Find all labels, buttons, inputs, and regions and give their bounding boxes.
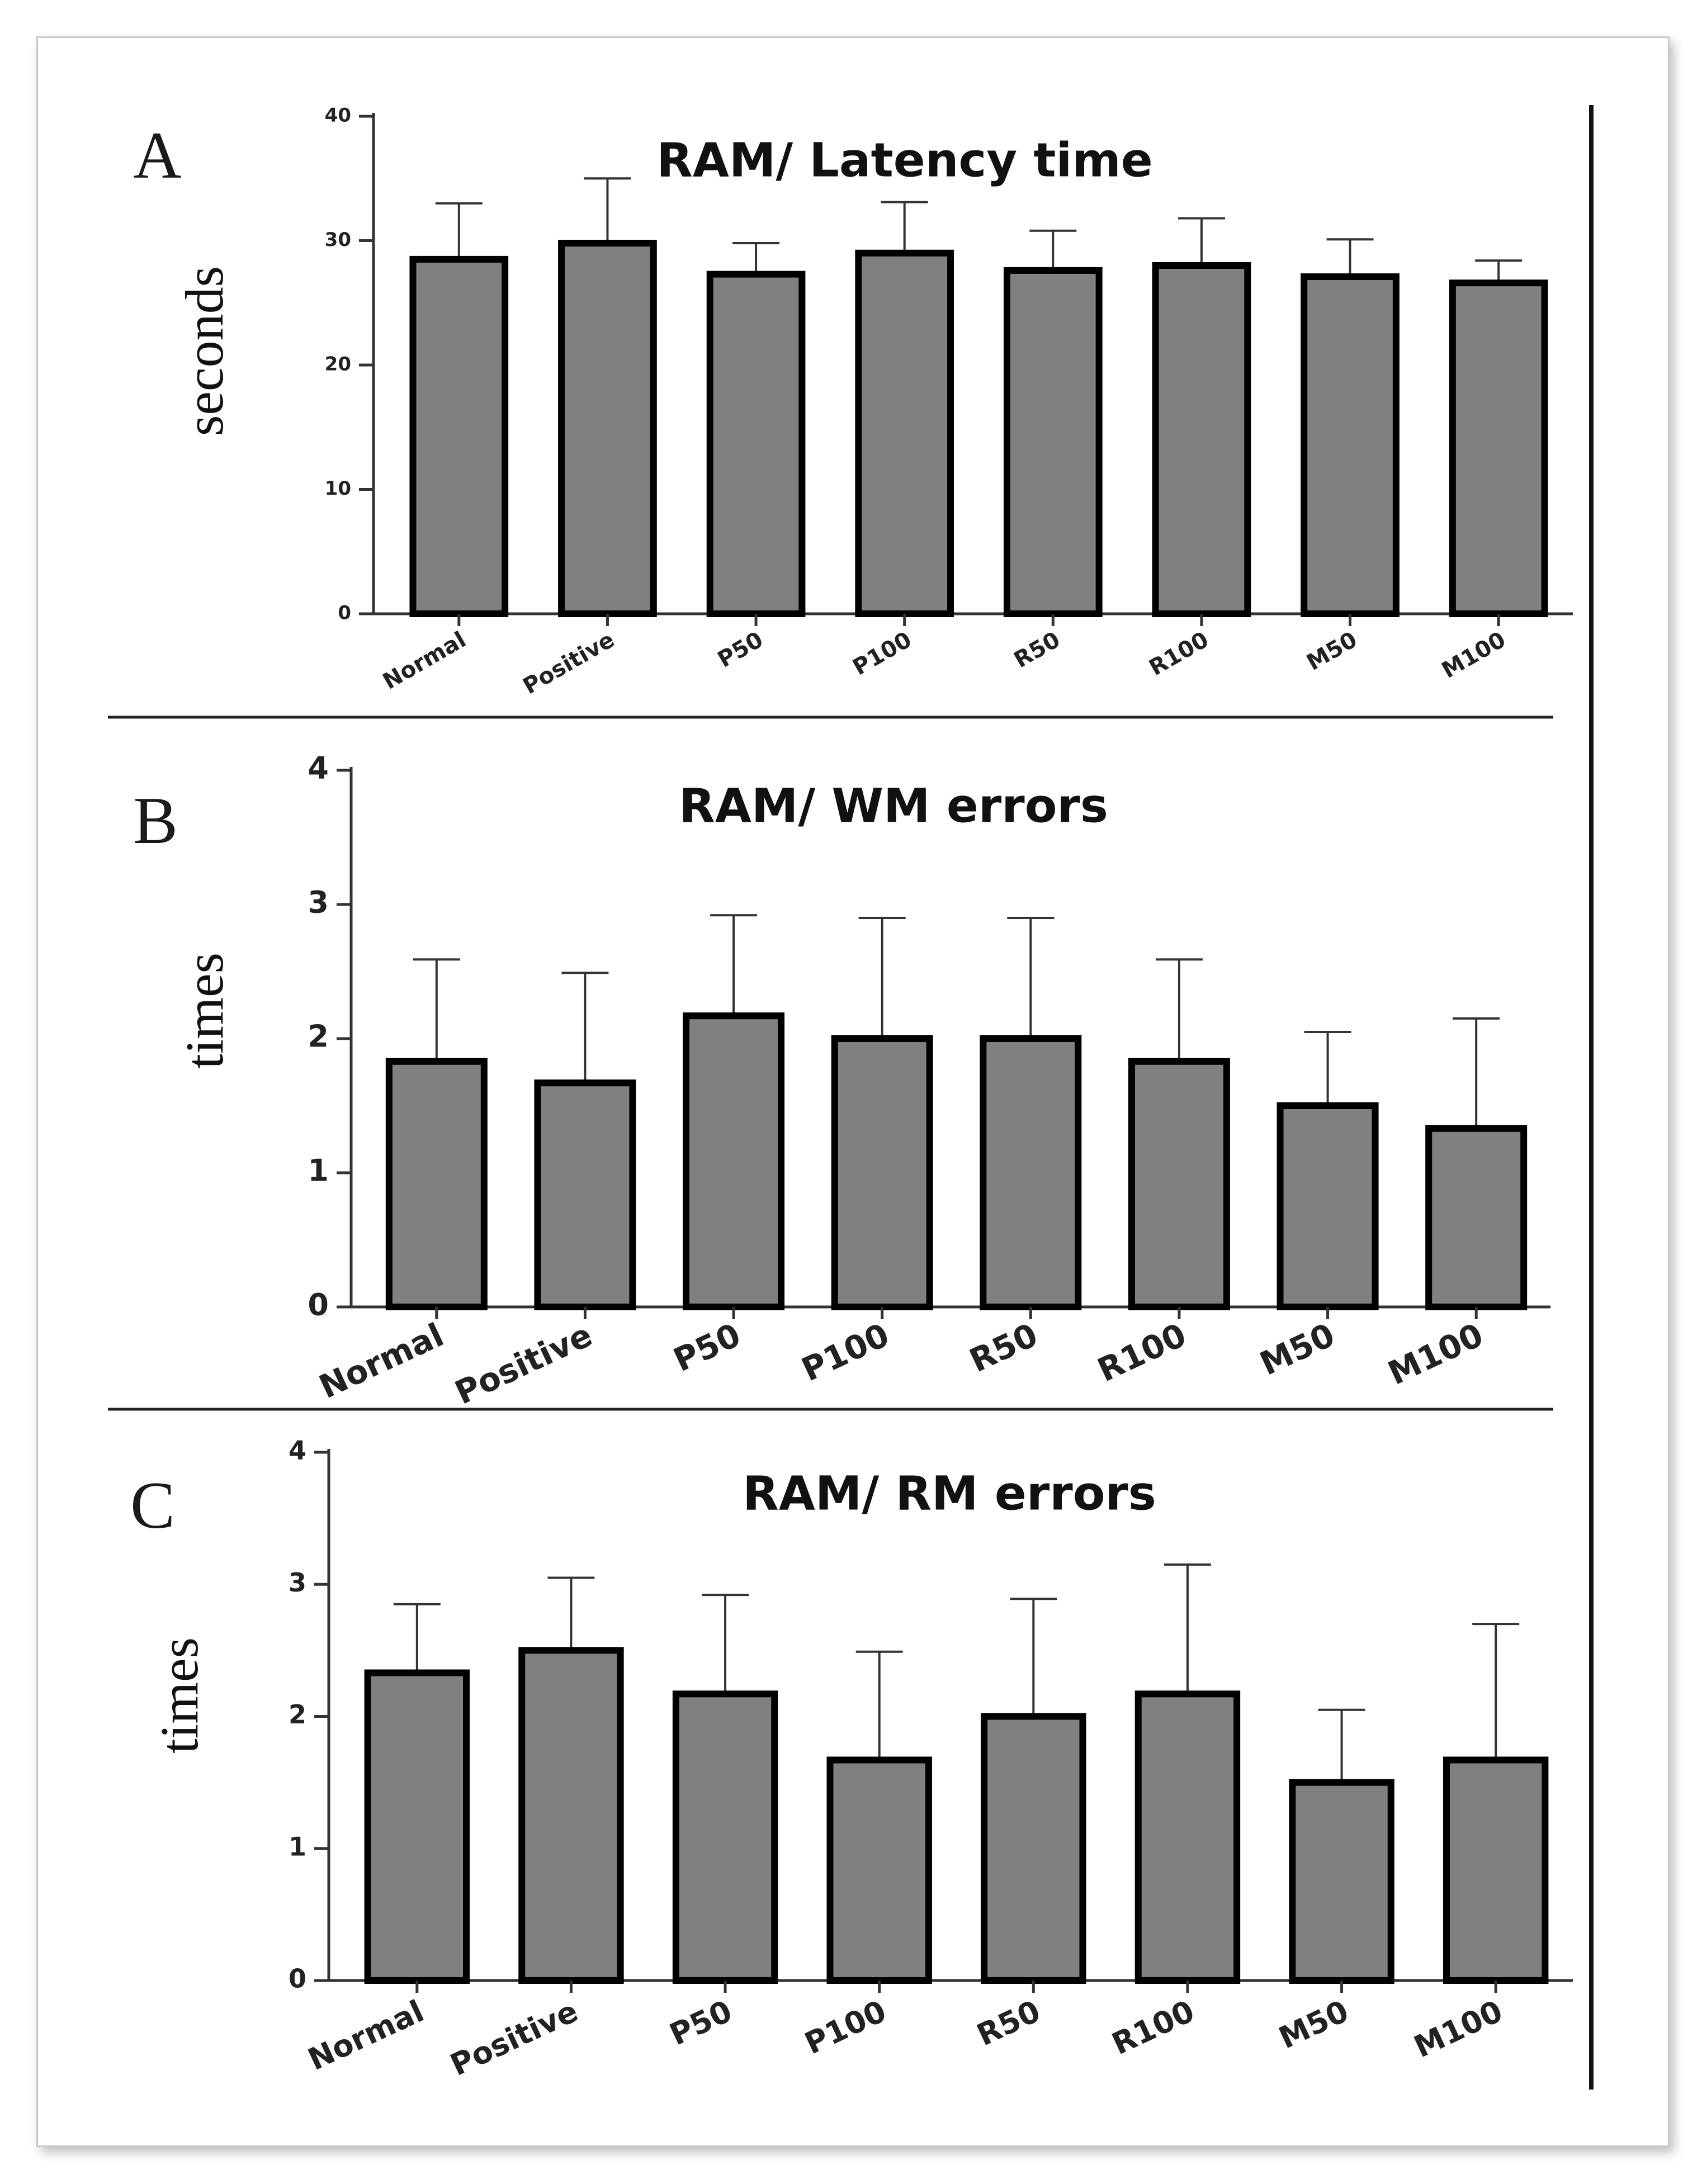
panel-b-bar-m50 <box>1276 1102 1379 1310</box>
panel-c-bar-r100 <box>1134 1690 1241 1984</box>
panel-c-bar-normal <box>364 1669 470 1984</box>
panel-b-y-tick-label: 2 <box>308 1019 329 1054</box>
figure-svg: A RAM/ Latency timeseconds010203040Normal… <box>108 105 1594 2090</box>
panel-b-category-label: R50 <box>964 1316 1043 1380</box>
panel-a-title: RAM/ Latency time <box>656 132 1153 187</box>
panel-b-category-label: P100 <box>796 1316 895 1389</box>
panel-a-y-tick-label: 10 <box>325 477 351 500</box>
panel-c-category-label: R100 <box>1107 1993 1199 2062</box>
panel-b-bar-normal <box>385 1058 488 1311</box>
panel-a-chart: A RAM/ Latency time seconds 0 10 20 30 40 Normal… <box>133 105 1573 699</box>
panel-b-title: RAM/ WM errors <box>679 778 1108 833</box>
panel-b-category-label: Normal <box>313 1316 449 1406</box>
panel-c-category-label: Normal <box>302 1993 429 2077</box>
panel-c-category-label: R50 <box>972 1993 1046 2053</box>
panel-a-bar-r100 <box>1152 262 1251 617</box>
panel-a-bar-p100 <box>855 249 954 617</box>
figure-frame: A RAM/ Latency time seconds 0 10 20 30 40 Normal… <box>36 36 1670 2147</box>
panel-c-y-tick-label: 2 <box>289 1699 306 1730</box>
panel-a-category-label: M50 <box>1302 627 1361 676</box>
panel-c-bar-m100 <box>1443 1756 1549 1984</box>
panel-b-chart: B RAM/ WM errors times 0 1 2 3 4 Normal Positive P… <box>133 751 1550 1412</box>
panel-a-bar-r50 <box>1003 267 1103 617</box>
panel-b-category-label: R100 <box>1092 1316 1192 1390</box>
panel-c-bar-r50 <box>981 1713 1086 1984</box>
panel-c-category-label: M50 <box>1274 1993 1354 2056</box>
panel-a-category-label: M100 <box>1438 627 1510 683</box>
panel-a-bar-m50 <box>1301 273 1400 617</box>
panel-b-bar-r50 <box>980 1035 1082 1310</box>
panel-a-bar-p50 <box>706 271 806 617</box>
panel-a-category-label: R50 <box>1010 627 1065 673</box>
panel-c-category-label: Positive <box>445 1993 583 2083</box>
panel-c-y-tick-label: 4 <box>289 1436 306 1466</box>
panel-c-category-label: P50 <box>664 1993 737 2053</box>
panel-b-category-label: P50 <box>668 1316 746 1380</box>
panel-c-bar-m50 <box>1289 1779 1394 1984</box>
panel-a-y-axis-label: seconds <box>174 266 234 436</box>
panel-a-category-label: P100 <box>848 627 916 680</box>
panel-c-bar-p100 <box>826 1756 932 1984</box>
panel-b-bar-p50 <box>683 1012 785 1310</box>
panel-b-bar-r100 <box>1128 1058 1230 1311</box>
panel-a-category-label: P50 <box>713 627 768 672</box>
panel-a-category-label: Normal <box>379 627 470 694</box>
panel-a-y-tick-label: 30 <box>325 229 351 251</box>
panel-a-y-tick-label: 40 <box>325 105 351 127</box>
panel-b-y-tick-label: 1 <box>308 1153 329 1188</box>
panel-a-category-label: R100 <box>1145 627 1213 681</box>
panel-a-category-label: Positive <box>519 627 619 699</box>
panel-c-category-label: M100 <box>1408 1993 1507 2064</box>
panel-c-y-tick-label: 1 <box>289 1831 306 1861</box>
panel-b-y-tick-label: 0 <box>308 1287 329 1323</box>
panel-c-y-tick-label: 3 <box>289 1567 306 1598</box>
panel-b-bar-p100 <box>831 1035 933 1310</box>
panel-a-bar-positive <box>558 239 657 617</box>
panel-c-letter: C <box>130 1468 175 1542</box>
panel-c-y-axis-label: times <box>149 1637 209 1754</box>
panel-a-letter: A <box>133 118 182 192</box>
panel-c-bar-positive <box>518 1647 624 1984</box>
panel-b-y-tick-label: 4 <box>308 751 329 786</box>
panel-b-category-label: M50 <box>1254 1316 1340 1383</box>
panel-b-bar-positive <box>534 1079 636 1310</box>
panel-c-category-label: P100 <box>800 1993 892 2061</box>
panel-b-bar-m100 <box>1425 1125 1528 1311</box>
panel-b-category-label: M100 <box>1382 1316 1489 1392</box>
panel-c-title: RAM/ RM errors <box>743 1466 1156 1520</box>
panel-b-category-label: Positive <box>449 1316 598 1412</box>
panel-c-bar-p50 <box>672 1690 778 1984</box>
panel-b-y-tick-label: 3 <box>308 885 329 920</box>
panel-a-bar-normal <box>409 255 509 617</box>
panel-b-letter: B <box>133 783 178 858</box>
panel-b-y-axis-label: times <box>174 953 234 1069</box>
panel-a-y-tick-label: 0 <box>338 602 351 624</box>
panel-c-chart: C RAM/ RM errors times 0 1 2 3 4 Normal Positive P… <box>130 1436 1573 2083</box>
panel-a-bar-m100 <box>1449 279 1548 617</box>
panel-a-y-tick-label: 20 <box>325 353 351 376</box>
panel-c-y-tick-label: 0 <box>289 1964 306 1994</box>
